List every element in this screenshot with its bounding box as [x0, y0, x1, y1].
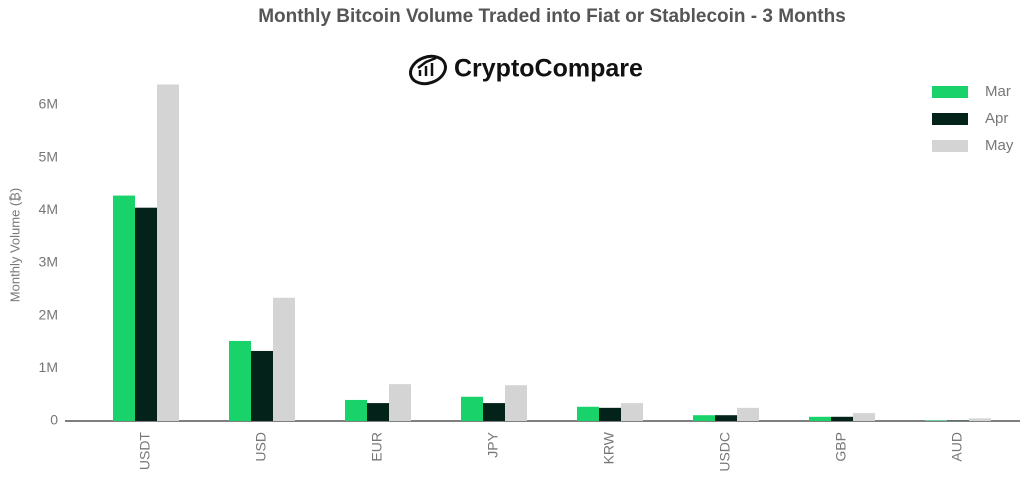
x-tick-label: AUD: [949, 432, 965, 462]
bar: [693, 415, 715, 421]
bar: [621, 403, 643, 421]
bar: [461, 396, 483, 421]
bar: [157, 84, 179, 422]
y-tick-label: 4M: [39, 201, 58, 217]
logo-icon: [409, 54, 447, 86]
y-tick-label: 5M: [39, 148, 58, 164]
y-tick-label: 1M: [39, 359, 58, 375]
bar: [135, 207, 157, 421]
bar: [831, 416, 853, 421]
bar: [737, 407, 759, 421]
x-tick-label: JPY: [485, 431, 501, 457]
bar: [599, 407, 621, 421]
bar: [367, 403, 389, 421]
legend-swatch: [932, 86, 968, 98]
bar: [229, 340, 251, 421]
bar: [505, 385, 527, 421]
bar: [113, 195, 135, 421]
bar: [273, 297, 295, 421]
brand-name: CryptoCompare: [454, 55, 643, 83]
x-tick-label: KRW: [601, 431, 617, 464]
bar: [389, 384, 411, 421]
legend-swatch: [932, 113, 968, 125]
bar: [925, 420, 947, 421]
x-tick-label: USD: [253, 432, 269, 462]
x-tick-label: EUR: [369, 432, 385, 462]
bar: [483, 403, 505, 421]
y-tick-label: 2M: [39, 306, 58, 322]
bar: [969, 418, 991, 421]
y-axis-label: Monthly Volume (₿): [7, 188, 22, 302]
legend-swatch: [932, 140, 968, 152]
legend-label: May: [985, 137, 1014, 154]
bar: [947, 420, 969, 421]
legend-label: Mar: [985, 83, 1011, 100]
legend-label: Apr: [985, 110, 1008, 127]
y-tick-label: 6M: [39, 96, 58, 112]
bar: [715, 415, 737, 421]
chart-title: Monthly Bitcoin Volume Traded into Fiat …: [258, 6, 846, 27]
y-tick-label: 0: [50, 412, 58, 428]
logo-icon-chart: [417, 56, 437, 76]
bar: [251, 350, 273, 421]
bar: [577, 406, 599, 421]
brand-logo: CryptoCompare: [409, 54, 643, 86]
x-tick-label: USDT: [137, 432, 153, 471]
y-tick-label: 3M: [39, 254, 58, 270]
x-tick-label: GBP: [833, 432, 849, 462]
bar: [853, 413, 875, 421]
x-tick-label: USDC: [717, 432, 733, 472]
bar: [809, 416, 831, 421]
bar: [345, 399, 367, 421]
